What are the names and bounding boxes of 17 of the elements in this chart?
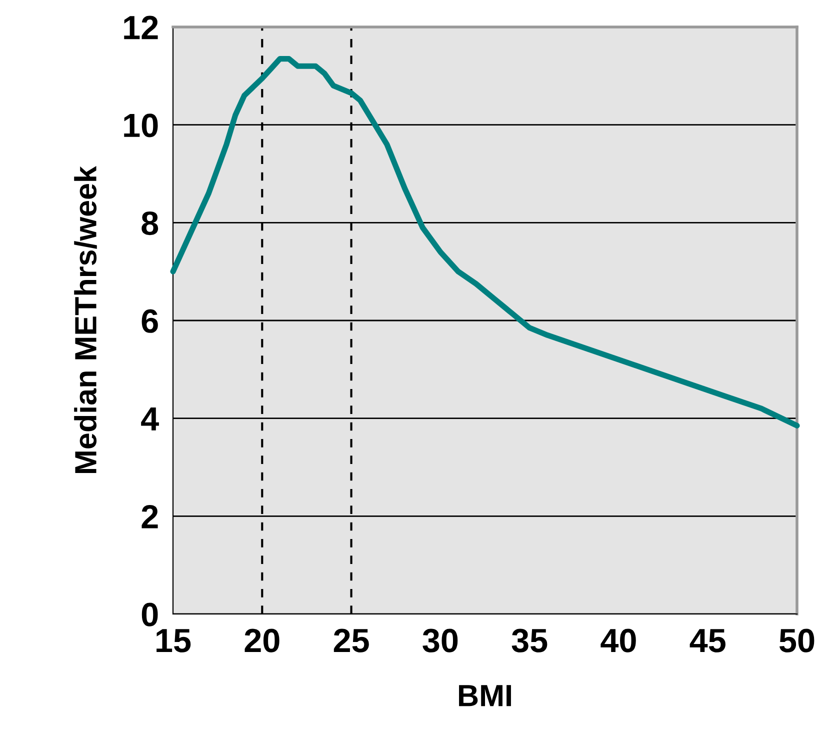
y-axis-title: Median METhrs/week (74, 166, 97, 473)
y-tick-label: 12 (124, 16, 158, 40)
x-tick-label: 40 (600, 628, 636, 652)
x-tick-label: 20 (244, 628, 280, 652)
x-tick-label: 25 (334, 628, 369, 652)
y-tick-label: 8 (142, 211, 158, 236)
x-tick-label: 50 (779, 628, 814, 652)
y-tick-label: 0 (142, 602, 158, 626)
x-tick-label: 35 (512, 628, 548, 652)
x-tick-label: 45 (690, 629, 726, 652)
y-tick-label: 2 (142, 504, 158, 528)
y-tick-label: 10 (124, 114, 158, 138)
y-tick-label: 6 (142, 309, 158, 333)
x-tick-label: 30 (422, 628, 458, 652)
x-tick-label: 15 (156, 629, 191, 652)
y-tick-label: 4 (141, 407, 159, 430)
x-axis-title: BMI (459, 685, 511, 706)
